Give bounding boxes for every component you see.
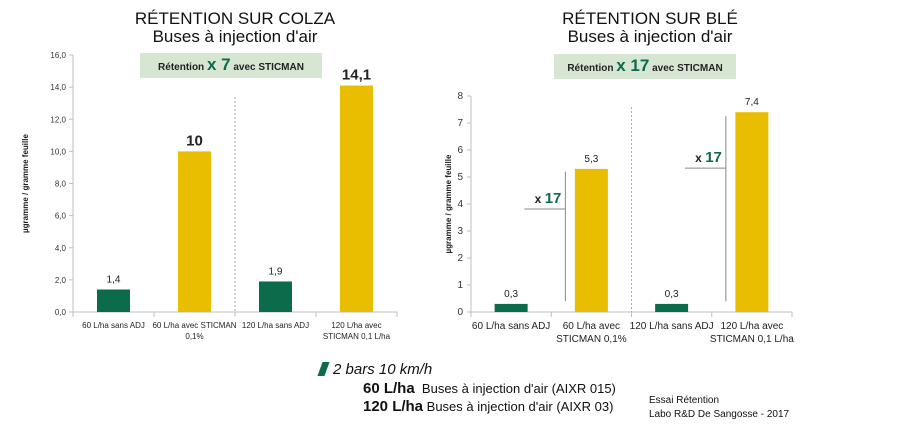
chart1-title: RÉTENTION SUR COLZA Buses à injection d'… xyxy=(115,10,355,46)
x-tick-label: 0,1% xyxy=(185,332,203,341)
x-tick-label: STICMAN 0,1 L/ha xyxy=(323,332,391,341)
badge-text-part: Rétention xyxy=(567,63,616,74)
legend-rate: 60 L/ha xyxy=(363,380,415,397)
bar xyxy=(340,85,373,312)
chart2-title-text: RÉTENTION SUR BLÉ xyxy=(562,9,738,28)
multiplier-part: 17 xyxy=(545,190,562,207)
x-tick-label: STICMAN 0,1 L/ha xyxy=(710,334,794,345)
legend-rate: 120 L/ha xyxy=(363,398,424,415)
badge-text-part: x 7 xyxy=(207,55,231,74)
y-axis-label: µgramme / gramme feuille xyxy=(444,154,453,253)
chart2-title: RÉTENTION SUR BLÉ Buses à injection d'ai… xyxy=(530,10,770,46)
data-label: 0,3 xyxy=(504,289,518,300)
multiplier-part: x xyxy=(535,192,545,206)
data-label: 1,9 xyxy=(269,266,283,277)
x-tick-label: 120 L/ha sans ADJ xyxy=(630,321,714,332)
legend-desc: Buses à injection d'air (AIXR 015) xyxy=(421,381,616,396)
y-tick-label: 3 xyxy=(457,226,463,237)
bar xyxy=(574,168,608,312)
y-tick-label: 12,0 xyxy=(50,115,66,124)
x-tick-label: 60 L/ha sans ADJ xyxy=(472,321,550,332)
y-tick-label: 2,0 xyxy=(55,276,67,285)
y-tick-label: 1 xyxy=(457,280,463,291)
data-label: 14,1 xyxy=(342,67,371,84)
data-label: 10 xyxy=(186,132,203,149)
bar xyxy=(259,281,292,312)
retention-badge-text: Rétention x 7 avec STICMAN xyxy=(158,55,304,74)
y-tick-label: 7 xyxy=(457,118,463,129)
badge-text-part: avec STICMAN xyxy=(649,63,722,74)
retention-badge-text: Rétention x 17 avec STICMAN xyxy=(567,56,722,75)
bar xyxy=(735,112,769,312)
retention-badge xyxy=(140,53,322,78)
y-axis-label: µgramme / gramme feuille xyxy=(21,134,30,233)
bar xyxy=(178,151,211,312)
x-tick-label: 60 L/ha avec xyxy=(563,321,620,332)
multiplier-part: x xyxy=(695,151,705,165)
data-label: 1,4 xyxy=(107,275,121,286)
badge-text-part: x 17 xyxy=(616,56,649,75)
legend-line1: 2 bars 10 km/h xyxy=(317,361,433,378)
legend-row: 120 L/ha Buses à injection d'air (AIXR 0… xyxy=(363,398,616,416)
data-label: 0,3 xyxy=(665,289,679,300)
source-line2: Labo R&D De Sangosse - 2017 xyxy=(649,409,790,420)
source-line1: Essai Rétention xyxy=(649,395,720,406)
y-tick-label: 10,0 xyxy=(50,147,66,156)
x-tick-label: 120 L/ha avec xyxy=(720,321,783,332)
y-tick-label: 4 xyxy=(457,199,463,210)
y-tick-label: 0,0 xyxy=(55,308,67,317)
y-tick-label: 14,0 xyxy=(50,83,66,92)
badge-text-part: Rétention xyxy=(158,62,207,73)
y-tick-label: 8 xyxy=(457,91,463,102)
data-label: 7,4 xyxy=(745,97,759,108)
legend-rows: 60 L/ha Buses à injection d'air (AIXR 01… xyxy=(363,380,616,416)
chart1-subtitle: Buses à injection d'air xyxy=(152,27,318,46)
chart2-subtitle: Buses à injection d'air xyxy=(567,27,733,46)
badge-text-part: avec STICMAN xyxy=(231,62,304,73)
green-slash-icon xyxy=(317,362,330,376)
bar xyxy=(655,303,689,312)
x-tick-label: 60 L/ha avec STICMAN xyxy=(152,321,236,330)
x-tick-label: STICMAN 0,1% xyxy=(556,334,627,345)
legend-row: 60 L/ha Buses à injection d'air (AIXR 01… xyxy=(363,380,616,398)
multiplier-label: x 17 xyxy=(535,190,562,207)
source-note: Essai Rétention Labo R&D De Sangosse - 2… xyxy=(649,394,789,422)
retention-badge xyxy=(554,54,736,79)
y-tick-label: 6 xyxy=(457,145,463,156)
y-tick-label: 16,0 xyxy=(50,51,66,60)
data-label: 5,3 xyxy=(584,154,598,165)
chart1-title-text: RÉTENTION SUR COLZA xyxy=(134,9,336,28)
x-tick-label: 60 L/ha sans ADJ xyxy=(82,321,145,330)
bar xyxy=(494,303,528,312)
x-tick-label: 120 L/ha sans ADJ xyxy=(242,321,309,330)
multiplier-part: 17 xyxy=(705,149,722,166)
y-tick-label: 2 xyxy=(457,253,463,264)
legend-desc: Buses à injection d'air (AIXR 03) xyxy=(426,399,614,414)
y-tick-label: 4,0 xyxy=(55,244,67,253)
y-tick-label: 0 xyxy=(457,307,463,318)
x-tick-label: 120 L/ha avec xyxy=(331,321,381,330)
y-tick-label: 6,0 xyxy=(55,212,67,221)
y-tick-label: 5 xyxy=(457,172,463,183)
legend-speed: 2 bars 10 km/h xyxy=(333,361,433,378)
y-tick-label: 8,0 xyxy=(55,180,67,189)
multiplier-label: x 17 xyxy=(695,149,722,166)
bar xyxy=(97,289,130,312)
